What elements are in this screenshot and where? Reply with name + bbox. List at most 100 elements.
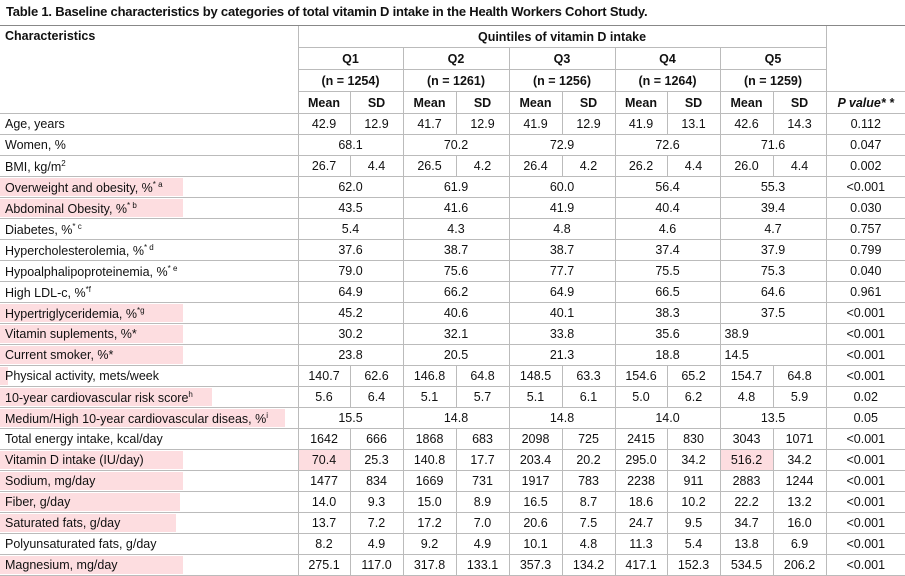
percent-cell: 14.0: [614, 407, 720, 429]
percent-cell: 72.9: [508, 134, 615, 156]
percent-cell: 30.2: [297, 323, 403, 345]
footnote-mark: *f: [85, 284, 91, 294]
sd-cell: 8.7: [561, 491, 615, 513]
baseline-characteristics-table: Characteristics Quintiles of vitamin D i…: [0, 25, 905, 576]
footnote-mark: i: [266, 410, 269, 420]
row-label: Total energy intake, kcal/day: [0, 428, 298, 450]
footnote-mark: h: [188, 389, 193, 399]
mean-cell: 15.0: [402, 491, 456, 513]
sd-cell: 20.2: [561, 449, 615, 471]
mean-cell: 41.9: [614, 113, 667, 135]
highlight-mark: [0, 514, 176, 532]
row-label: Age, years: [0, 113, 298, 135]
mean-cell: 26.0: [719, 155, 773, 177]
percent-cell: 60.0: [508, 176, 615, 198]
mean-cell: 26.5: [402, 155, 456, 177]
percent-cell: 37.5: [719, 302, 827, 324]
sd-cell: 65.2: [666, 365, 720, 387]
mean-cell: 1642: [297, 428, 350, 450]
sd-cell: 25.3: [349, 449, 403, 471]
row-label-text: Age, years: [5, 117, 65, 131]
highlight-mark: [0, 556, 183, 574]
sd-cell: 17.7: [455, 449, 509, 471]
mean-cell: 148.5: [508, 365, 562, 387]
mean-cell: 8.2: [297, 533, 350, 555]
percent-cell: 62.0: [297, 176, 403, 198]
quintile-n: (n = 1261): [402, 69, 509, 92]
sd-cell: 63.3: [561, 365, 615, 387]
sd-cell: 8.9: [455, 491, 509, 513]
mean-cell: 11.3: [614, 533, 667, 555]
p-value-cell: 0.040: [825, 260, 905, 282]
table-row: Total energy intake, kcal/day 1642 666 1868…: [0, 428, 905, 450]
mean-cell: 2098: [508, 428, 562, 450]
row-label: High LDL-c, %*f: [0, 281, 298, 303]
sd-header: SD: [455, 91, 509, 114]
highlight-mark: [0, 472, 183, 490]
row-label-text: Women, %: [5, 138, 66, 152]
row-label: Sodium, mg/day: [0, 470, 298, 492]
row-label: Vitamin D intake (IU/day): [0, 449, 298, 471]
mean-cell: 18.6: [614, 491, 667, 513]
mean-cell: 146.8: [402, 365, 456, 387]
row-label: Overweight and obesity, %* a: [0, 176, 298, 198]
mean-cell: 203.4: [508, 449, 562, 471]
p-value-cell: 0.002: [825, 155, 905, 177]
mean-cell: 22.2: [719, 491, 773, 513]
sd-cell: 16.0: [772, 512, 827, 534]
sd-cell: 666: [349, 428, 403, 450]
sd-cell: 9.5: [666, 512, 720, 534]
table-row: Age, years 42.9 12.9 41.7 12.9 41.9 12.9 41.9 13…: [0, 113, 905, 135]
p-value-cell: 0.961: [825, 281, 905, 303]
sd-cell: 64.8: [772, 365, 827, 387]
quintile-header-q5: Q5: [719, 47, 827, 70]
table-row: Fiber, g/day 14.0 9.3 15.0 8.9 16.5 8.7 18.6 10.…: [0, 491, 905, 513]
mean-header: Mean: [719, 91, 773, 114]
table-row: BMI, kg/m2 26.7 4.4 26.5 4.2 26.4 4.2 26.2 4.4 26…: [0, 155, 905, 177]
quintile-n: (n = 1259): [719, 69, 827, 92]
row-label: Medium/High 10-year cardiovascular disea…: [0, 407, 298, 429]
p-value-header: P value* *: [825, 91, 905, 114]
percent-cell: 66.2: [402, 281, 509, 303]
table-row: Abdominal Obesity, %* b 43.5 41.6 41.9 40.4 3…: [0, 197, 905, 219]
p-value-cell: 0.112: [825, 113, 905, 135]
footnote-mark: * d: [143, 242, 154, 252]
percent-cell: 68.1: [297, 134, 403, 156]
row-label: Women, %: [0, 134, 298, 156]
percent-cell: 5.4: [297, 218, 403, 240]
mean-cell: 1868: [402, 428, 456, 450]
p-value-cell: <0.001: [825, 365, 905, 387]
percent-cell: 38.9: [719, 323, 827, 345]
percent-cell: 14.8: [402, 407, 509, 429]
mean-cell: 154.7: [719, 365, 773, 387]
percent-cell: 35.6: [614, 323, 720, 345]
row-label: BMI, kg/m2: [0, 155, 298, 177]
table-row: Hypercholesterolemia, %* d 37.6 38.7 38.7 37…: [0, 239, 905, 261]
sd-cell: 1244: [772, 470, 827, 492]
percent-cell: 14.5: [719, 344, 827, 366]
footnote-mark: * c: [72, 221, 82, 231]
sd-cell: 1071: [772, 428, 827, 450]
table-row: Polyunsaturated fats, g/day 8.2 4.9 9.2 4.9 1…: [0, 533, 905, 555]
sd-cell: 134.2: [561, 554, 615, 576]
row-label-text: Total energy intake, kcal/day: [5, 432, 163, 446]
row-label-text: Saturated fats, g/day: [5, 516, 121, 530]
mean-cell: 5.0: [614, 386, 667, 408]
table-row: Hypoalphalipoproteinemia, %* e 79.0 75.6 77…: [0, 260, 905, 282]
sd-cell: 4.2: [561, 155, 615, 177]
p-value-cell: <0.001: [825, 512, 905, 534]
row-label: Abdominal Obesity, %* b: [0, 197, 298, 219]
sd-cell: 133.1: [455, 554, 509, 576]
row-label-text: Hypercholesterolemia, %: [5, 243, 144, 258]
p-value-cell: 0.030: [825, 197, 905, 219]
percent-cell: 37.4: [614, 239, 720, 261]
p-value-cell: 0.757: [825, 218, 905, 240]
mean-cell: 534.5: [719, 554, 773, 576]
table-row: Diabetes, %* c 5.4 4.3 4.8 4.6 4.7 0.757: [0, 218, 905, 240]
percent-cell: 37.6: [297, 239, 403, 261]
sd-cell: 4.9: [349, 533, 403, 555]
row-label-text: Medium/High 10-year cardiovascular disea…: [5, 411, 267, 426]
sd-cell: 5.4: [666, 533, 720, 555]
row-label-text: Hypertriglyceridemia, %: [5, 306, 137, 321]
sd-cell: 34.2: [772, 449, 827, 471]
